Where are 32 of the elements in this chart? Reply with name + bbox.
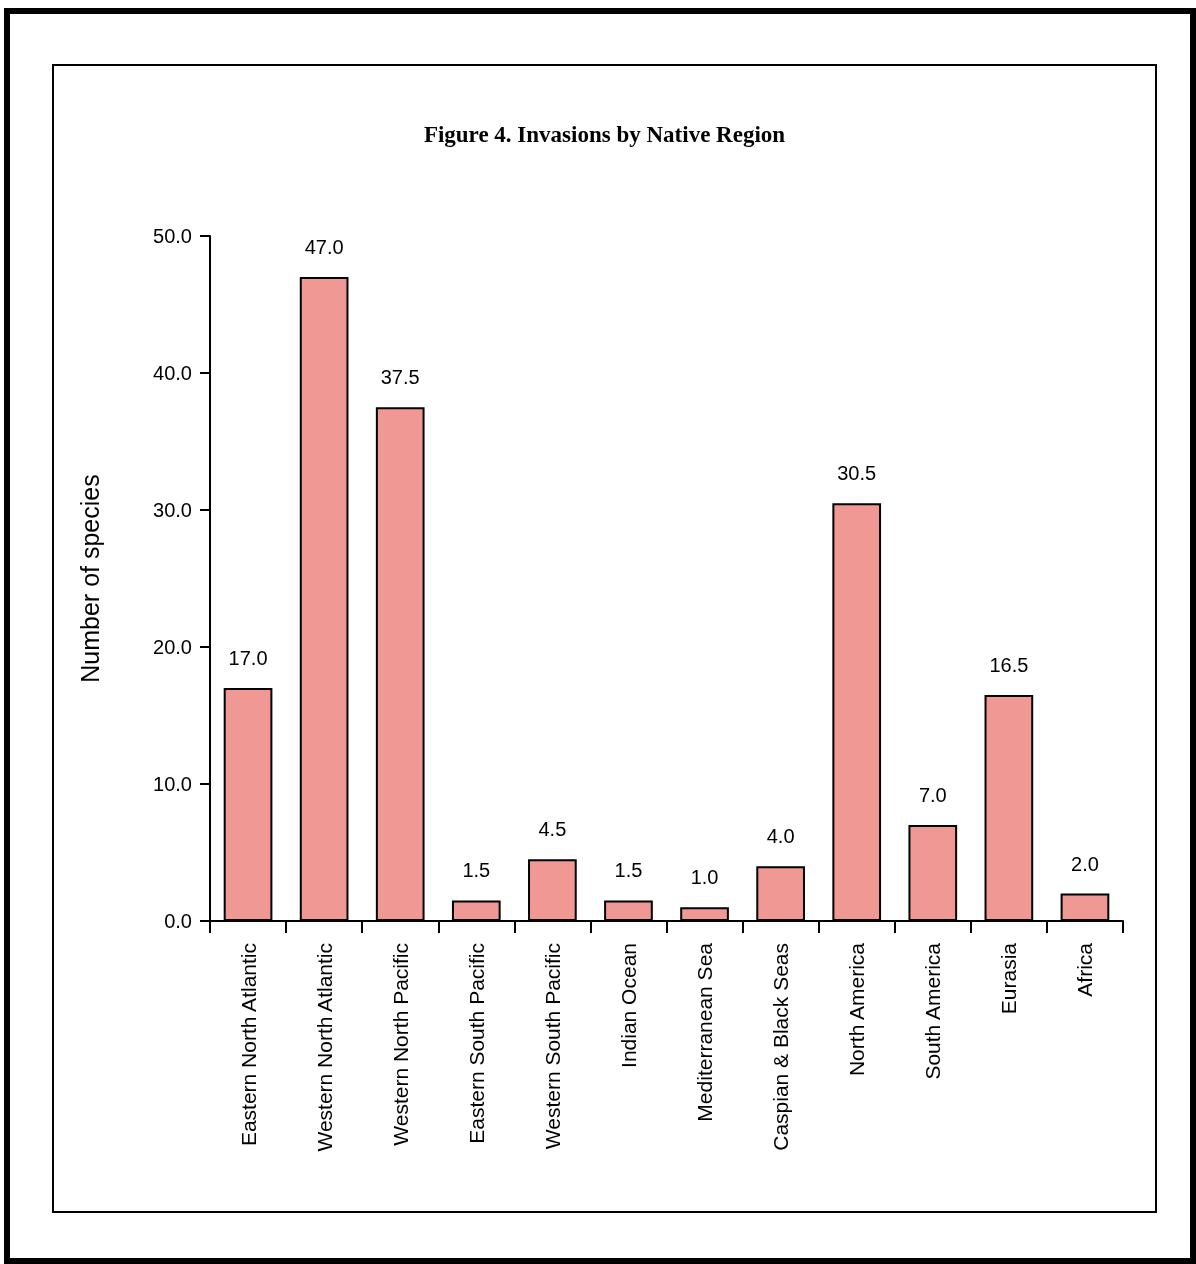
x-tick-label: Western North Atlantic: [312, 943, 336, 1152]
y-tick-label: 40.0: [153, 362, 192, 384]
x-tick-label: Eastern South Pacific: [464, 943, 488, 1144]
data-label: 47.0: [304, 236, 344, 259]
x-tick-label: Caspian & Black Seas: [769, 943, 793, 1151]
y-tick-label: 20.0: [153, 636, 192, 658]
y-axis-title: Number of species: [75, 474, 104, 683]
y-tick-label: 30.0: [153, 499, 192, 521]
x-tick-label: South America: [921, 942, 945, 1080]
data-label: 30.5: [837, 462, 877, 485]
x-tick-label: Africa: [1073, 942, 1097, 997]
y-tick-label: 50.0: [153, 225, 192, 247]
data-label: 4.5: [538, 818, 567, 841]
data-label: 4.0: [766, 825, 795, 848]
x-tick-label: Eastern North Atlantic: [236, 943, 260, 1147]
x-tick-label: Eurasia: [997, 942, 1021, 1015]
data-label: 1.5: [462, 859, 491, 882]
x-tick-label: Mediterranean Sea: [693, 942, 717, 1122]
y-tick-label: 0.0: [164, 910, 192, 932]
data-label: 16.5: [989, 653, 1029, 676]
chart-title: Figure 4. Invasions by Native Region: [423, 122, 786, 147]
x-tick-label: North America: [845, 942, 869, 1077]
data-label: 7.0: [918, 784, 947, 807]
x-tick-label: Indian Ocean: [616, 943, 640, 1068]
y-tick-label: 10.0: [153, 773, 192, 795]
x-tick-label: Western North Pacific: [388, 943, 412, 1146]
data-label: 1.5: [614, 859, 643, 882]
data-label: 2.0: [1071, 852, 1099, 875]
data-label: 37.5: [380, 366, 420, 389]
data-label: 1.0: [690, 866, 719, 889]
data-label: 17.0: [228, 647, 268, 670]
x-tick-label: Western South Pacific: [540, 943, 564, 1150]
